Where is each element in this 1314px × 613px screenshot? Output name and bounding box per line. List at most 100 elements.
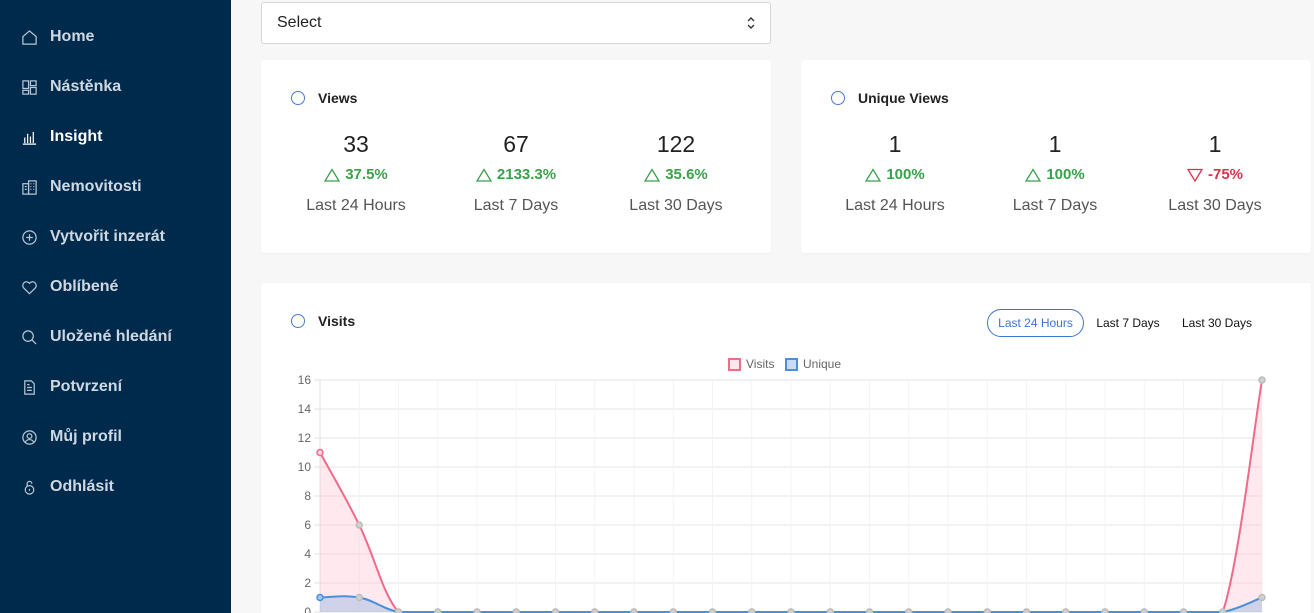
data-point-visits [1258, 376, 1266, 384]
stat-change-text: 100% [886, 166, 925, 183]
sidebar-item-label: Uložené hledání [50, 328, 172, 345]
stat-period: Last 30 Days [1168, 197, 1262, 214]
triangle-down-icon [1186, 168, 1203, 182]
sidebar-item-potvrzeni[interactable]: Potvrzení [0, 362, 231, 412]
dashboard-icon [20, 78, 38, 96]
stat-value: 33 [343, 131, 369, 157]
stat-value: 1 [888, 131, 902, 157]
legend-unique[interactable]: Unique [785, 357, 841, 371]
stat-change-text: 37.5% [345, 166, 388, 183]
data-point-unique [1022, 608, 1031, 613]
y-tick-label: 10 [298, 460, 312, 474]
sidebar-item-home[interactable]: Home [0, 12, 231, 62]
stat-change: 2133.3% [436, 163, 596, 187]
views-card-title: Views [291, 90, 357, 106]
buildings-icon [20, 178, 38, 196]
home-icon [20, 28, 38, 46]
data-point-unique [1140, 608, 1148, 613]
y-tick-label: 4 [304, 547, 311, 561]
sidebar: Home Nástěnka Insight Nemovitosti Vytvoř… [0, 0, 231, 613]
legend-label: Visits [746, 357, 775, 371]
sidebar-item-muj-profil[interactable]: Můj profil [0, 412, 231, 462]
lock-icon [20, 478, 38, 496]
data-point-unique [905, 608, 913, 613]
sidebar-item-label: Oblíbené [50, 278, 119, 295]
y-tick-label: 2 [304, 576, 311, 590]
legend-visits[interactable]: Visits [728, 357, 774, 371]
stat-change: 37.5% [276, 163, 436, 187]
chevron-updown-icon [747, 17, 755, 29]
data-point-unique [630, 608, 638, 613]
sidebar-item-oblibene[interactable]: Oblíbené [0, 262, 231, 312]
unique-views-card [801, 60, 1311, 253]
stat-change: 35.6% [596, 163, 756, 187]
data-point-unique [983, 608, 991, 613]
data-point-unique [865, 608, 874, 613]
data-point-unique [1179, 608, 1188, 613]
y-tick-label: 8 [304, 489, 311, 503]
data-point-unique [708, 608, 717, 613]
sidebar-item-label: Nemovitosti [50, 178, 142, 195]
select-value: Select [277, 14, 322, 31]
stat-change: 100% [815, 163, 975, 187]
unique-views-card-title: Unique Views [831, 90, 949, 106]
card-title-text: Visits [318, 313, 356, 329]
stat-period: Last 7 Days [1012, 197, 1098, 214]
data-point-unique [551, 608, 560, 613]
triangle-up-icon [1025, 168, 1042, 182]
range-button-7d[interactable]: Last 7 Days [1096, 316, 1160, 330]
triangle-up-icon [475, 168, 492, 182]
sidebar-item-ulozene-hledani[interactable]: Uložené hledání [0, 312, 231, 362]
y-tick-label: 0 [304, 605, 311, 613]
data-point-unique [944, 608, 952, 613]
stat-change: -75% [1135, 163, 1295, 187]
stat-period: Last 7 Days [473, 197, 559, 214]
sidebar-item-label: Odhlásit [50, 478, 115, 495]
stat-value: 122 [656, 131, 696, 157]
data-point-unique [591, 608, 599, 613]
sidebar-item-label: Potvrzení [50, 378, 123, 395]
unique-stat-7d: 1 100% Last 7 Days [975, 129, 1135, 215]
data-point-unique [394, 608, 403, 613]
stat-change: 100% [975, 163, 1135, 187]
search-icon [20, 328, 38, 346]
y-tick-label: 6 [304, 518, 311, 532]
sidebar-item-label: Home [50, 28, 95, 45]
range-button-30d[interactable]: Last 30 Days [1181, 316, 1253, 330]
data-point-visits [316, 448, 324, 457]
sidebar-item-nemovitosti[interactable]: Nemovitosti [0, 162, 231, 212]
sidebar-item-insight[interactable]: Insight [0, 112, 231, 162]
triangle-up-icon [865, 168, 882, 182]
data-point-unique [826, 608, 834, 613]
unique-stat-30d: 1 -75% Last 30 Days [1135, 129, 1295, 215]
data-point-unique [669, 608, 677, 613]
stat-period: Last 24 Hours [845, 197, 945, 214]
data-point-unique [1219, 608, 1227, 613]
sidebar-item-label: Můj profil [50, 428, 122, 445]
data-point-unique [355, 593, 363, 602]
stat-value: 1 [1208, 131, 1222, 157]
plus-circle-icon [20, 228, 38, 246]
sidebar-item-vytvorit-inzerat[interactable]: Vytvořit inzerát [0, 212, 231, 262]
data-point-unique [1258, 593, 1266, 602]
data-point-unique [1101, 608, 1109, 613]
sidebar-item-label: Insight [50, 128, 103, 145]
y-tick-label: 12 [298, 431, 312, 445]
triangle-up-icon [324, 168, 341, 182]
stat-change-text: 35.6% [665, 166, 708, 183]
card-title-text: Views [318, 90, 358, 106]
data-point-unique [512, 608, 520, 613]
legend-swatch [728, 357, 741, 371]
unique-stat-24h: 1 100% Last 24 Hours [815, 129, 975, 215]
data-point-unique [316, 593, 324, 602]
sidebar-item-odhlasit[interactable]: Odhlásit [0, 462, 231, 512]
stat-period: Last 30 Days [629, 197, 723, 214]
range-button-24h[interactable]: Last 24 Hours [987, 309, 1084, 337]
data-point-visits [355, 521, 363, 529]
circle-icon [831, 91, 845, 105]
stat-change-text: -75% [1207, 166, 1244, 183]
property-select[interactable]: Select [261, 2, 771, 44]
stat-value: 67 [503, 131, 529, 157]
bar-chart-icon [20, 128, 38, 146]
sidebar-item-nastenka[interactable]: Nástěnka [0, 62, 231, 112]
